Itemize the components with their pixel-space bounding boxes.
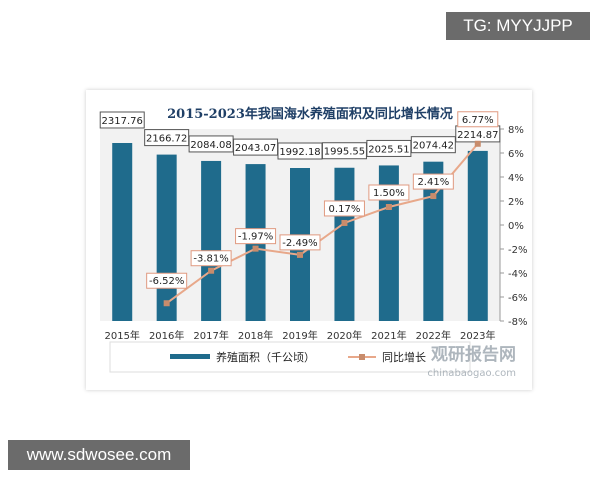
right-tick-label: 2% [508, 197, 524, 208]
right-tick-label: 6% [508, 149, 524, 160]
bar-label: 2214.87 [457, 130, 498, 141]
bar [467, 150, 488, 321]
bar-label: 2025.51 [368, 144, 409, 155]
logo-watermark-sub: chinabaogao.com [427, 368, 516, 379]
growth-label: 0.17% [329, 204, 361, 215]
bar-label-box [99, 111, 145, 129]
growth-marker [474, 140, 481, 147]
x-tick-label: 2023年 [460, 329, 495, 342]
bar-label: 2043.07 [235, 143, 276, 154]
right-tick-label: -2% [508, 245, 527, 256]
x-tick-label: 2020年 [327, 329, 362, 342]
growth-marker [252, 245, 259, 252]
growth-label-box [146, 272, 188, 289]
bar-label: 2317.76 [102, 116, 143, 127]
bar [423, 161, 444, 321]
chart-title: 2015-2023年我国海水养殖面积及同比增长情况 [167, 106, 453, 122]
growth-marker [385, 204, 392, 210]
legend-line-marker [359, 354, 365, 360]
growth-marker [163, 300, 170, 307]
bar-label: 2166.72 [146, 134, 187, 145]
logo-watermark: 观研报告网 [430, 344, 516, 365]
growth-marker [208, 267, 215, 274]
growth-label: -2.49% [282, 238, 317, 249]
growth-label-box [190, 250, 232, 267]
right-tick-label: -8% [508, 317, 527, 328]
bar [156, 154, 177, 321]
bar [378, 165, 399, 321]
growth-marker [297, 251, 303, 258]
bar-label: 1995.55 [324, 147, 365, 158]
growth-label: -3.81% [193, 254, 228, 265]
growth-label: -6.52% [149, 276, 184, 287]
right-tick-label: -6% [508, 293, 527, 304]
right-tick-label: 8% [508, 125, 524, 136]
x-tick-label: 2021年 [371, 329, 406, 342]
chart: 2015-2023年我国海水养殖面积及同比增长情况050010001500200… [99, 106, 527, 379]
x-tick-label: 2018年 [238, 329, 273, 342]
bar [112, 142, 133, 321]
growth-label-box [457, 111, 499, 128]
bar [334, 167, 355, 321]
growth-label-box [368, 184, 410, 201]
growth-label-box [279, 234, 321, 251]
growth-marker [430, 193, 437, 200]
growth-label: 6.77% [462, 115, 494, 126]
right-tick-label: 4% [508, 173, 524, 184]
x-tick-label: 2019年 [282, 329, 317, 342]
x-tick-label: 2017年 [193, 329, 228, 342]
watermark-top: TG: MYYJJPP [446, 12, 590, 40]
growth-label: -1.97% [238, 232, 273, 243]
growth-label: 2.41% [417, 177, 449, 188]
growth-marker [341, 219, 348, 226]
growth-line [166, 143, 479, 305]
bar-label: 2084.08 [190, 140, 231, 151]
growth-label-box [323, 200, 365, 217]
bar [201, 160, 222, 321]
x-tick-label: 2016年 [149, 329, 184, 342]
growth-label: 1.50% [373, 188, 405, 199]
right-tick-label: -4% [508, 269, 527, 280]
legend-bar-swatch [170, 354, 210, 359]
growth-label-box [235, 228, 277, 245]
bar-label: 2074.42 [413, 141, 454, 152]
growth-label-box [412, 173, 454, 190]
bar-label: 1992.18 [279, 147, 320, 158]
legend-line-label: 同比增长 [382, 350, 426, 364]
right-tick-label: 0% [508, 221, 524, 232]
watermark-bottom: www.sdwosee.com [8, 440, 190, 470]
chart-card: 2015-2023年我国海水养殖面积及同比增长情况050010001500200… [86, 90, 532, 390]
x-tick-label: 2022年 [416, 329, 451, 342]
legend-bar-label: 养殖面积（千公顷） [216, 350, 315, 364]
bar-label-box [410, 136, 456, 154]
x-tick-label: 2015年 [104, 329, 139, 342]
